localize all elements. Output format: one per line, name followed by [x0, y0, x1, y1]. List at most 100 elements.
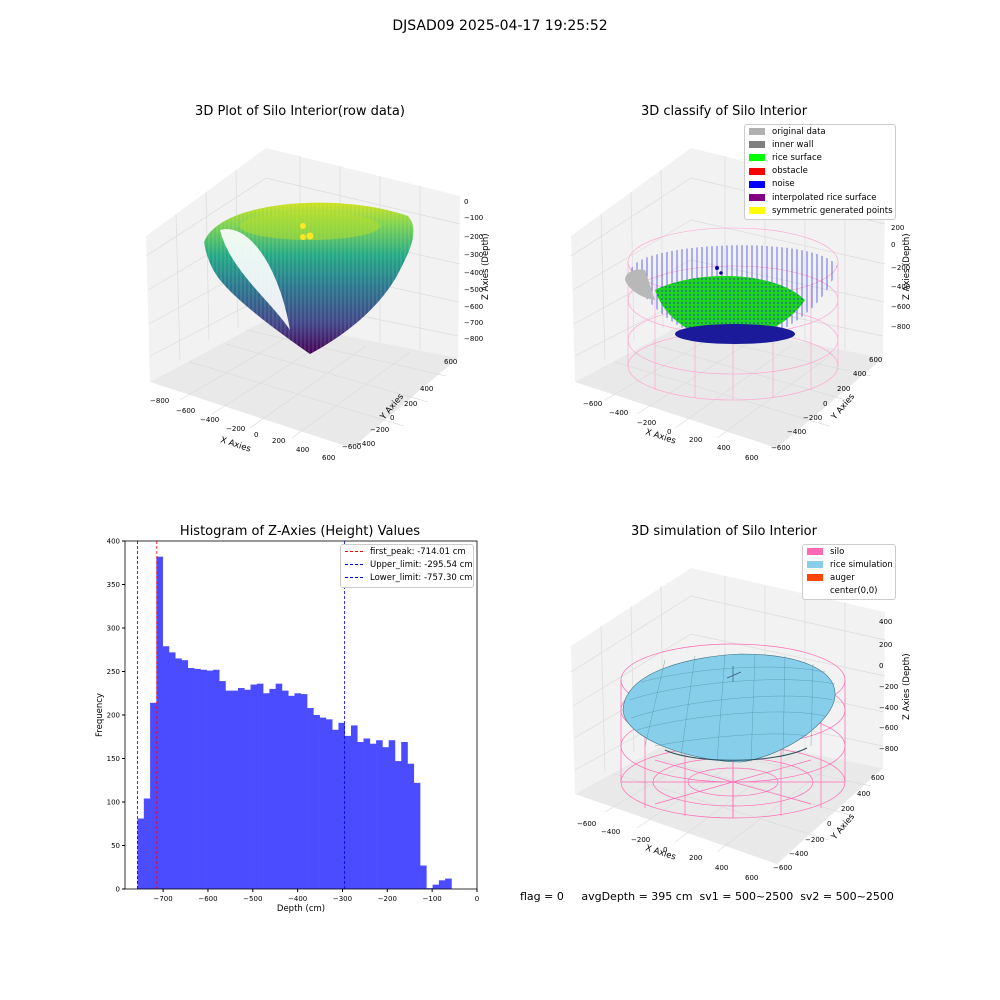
legend-item-original-data: original data	[745, 125, 895, 138]
p4-zlabel: Z Axies (Depth)	[902, 653, 912, 720]
p4-ytick: 0	[827, 820, 831, 828]
histogram-bar	[344, 735, 352, 889]
p2-ytick: −200	[803, 414, 822, 422]
p1-ztick: −300	[464, 251, 483, 259]
hist-xlabel: Depth (cm)	[277, 904, 325, 914]
p4-xtick: −600	[577, 820, 596, 828]
p2-ytick: 400	[853, 370, 866, 378]
p1-ytick: −400	[356, 440, 375, 448]
histogram-bar	[231, 690, 239, 889]
p1-xtick: 200	[272, 437, 285, 445]
p2-ytick: 0	[823, 400, 827, 408]
x-tick-label: −700	[153, 895, 172, 903]
histogram-bar	[194, 668, 201, 889]
p4-ytick: −400	[789, 850, 808, 858]
p4-xtick: −400	[601, 828, 620, 836]
histogram-bar	[432, 884, 440, 889]
histogram-vlines	[137, 541, 345, 889]
p1-xtick: −800	[150, 397, 169, 405]
histogram-bar	[175, 658, 182, 889]
p4-xlabel: X Axies	[644, 843, 677, 862]
histogram-bar	[363, 738, 371, 889]
p1-xtick: 400	[296, 446, 309, 454]
legend-item-auger: auger	[803, 571, 895, 584]
histogram-bar	[445, 878, 452, 889]
histogram-bar	[200, 669, 207, 889]
histogram-bar	[244, 689, 251, 889]
legend-swatch	[749, 167, 765, 175]
p1-ztick: −800	[464, 335, 483, 343]
p4-ylabel: Y Axies	[829, 812, 857, 843]
x-tick-label: −300	[333, 895, 352, 903]
p1-xlabel: X Axies	[219, 435, 252, 454]
histogram-bar	[357, 741, 364, 889]
y-tick-label: 300	[107, 625, 120, 633]
p2-zlabel: Z Axies (Depth)	[902, 233, 912, 300]
panel2-legend: original data inner wall rice surface ob…	[744, 124, 896, 220]
histogram-bar	[181, 660, 189, 889]
histogram-bars	[137, 556, 452, 889]
histogram-bar	[269, 688, 276, 889]
figure-title: DJSAD09 2025-04-17 19:25:52	[392, 18, 608, 34]
panel4-ticks: −600 −400 −200 0 200 400 600 600 400 200…	[577, 618, 898, 880]
legend-item-lower-limit: Lower_limit: -757.30 cm	[341, 571, 473, 584]
legend-item-first-peak: first_peak: -714.01 cm	[341, 545, 473, 558]
histogram-bar	[382, 747, 389, 889]
p1-ytick: 600	[444, 358, 457, 366]
legend-item-interpolated: interpolated rice surface	[745, 191, 895, 204]
p4-xtick: 200	[689, 854, 702, 862]
legend-swatch	[749, 194, 765, 202]
histogram-bar	[156, 556, 163, 889]
y-tick-label: 100	[107, 799, 120, 807]
histogram-bar	[394, 761, 402, 889]
histogram-bar	[219, 681, 226, 889]
p4-ztick: 0	[879, 662, 883, 670]
p1-ytick: 0	[390, 414, 394, 422]
p4-ztick: 400	[879, 618, 892, 626]
y-tick-label: 0	[116, 886, 120, 894]
p1-xtick: 0	[254, 431, 258, 439]
histogram-bar	[376, 740, 383, 889]
p4-ztick: 200	[879, 641, 892, 649]
panel1-surface	[204, 202, 414, 354]
panel1-ticks: −800 −600 −400 −200 0 200 400 600 600 40…	[150, 198, 483, 462]
legend-swatch	[807, 548, 823, 556]
histogram-bar	[325, 719, 333, 889]
histogram-bar	[401, 741, 408, 889]
legend-item-noise: noise	[745, 178, 895, 191]
p4-xtick: 400	[715, 864, 728, 872]
legend-item-obstacle: obstacle	[745, 165, 895, 178]
p1-ztick: −600	[464, 303, 483, 311]
y-tick-label: 50	[111, 842, 120, 850]
p4-xtick: 0	[663, 846, 667, 854]
legend-item-silo: silo	[803, 545, 895, 558]
p1-ztick: −700	[464, 319, 483, 327]
panel2-points	[625, 245, 837, 344]
histogram-bar	[225, 690, 233, 889]
panel1-title: 3D Plot of Silo Interior(row data)	[195, 104, 405, 119]
p2-ztick: −400	[891, 283, 910, 291]
p2-xtick: 400	[717, 444, 730, 452]
legend-swatch	[749, 180, 765, 188]
p1-ytick: −200	[370, 426, 389, 434]
legend-swatch	[749, 154, 765, 162]
panel3-title: Histogram of Z-Axies (Height) Values	[179, 524, 421, 539]
legend-swatch	[749, 128, 765, 136]
p4-ytick: −200	[805, 836, 824, 844]
panel4-rice-surface	[622, 653, 836, 763]
histogram-bar	[413, 782, 421, 889]
histogram-xticks: −700 −600 −500 −400 −300 −200 −100 0	[153, 889, 479, 903]
histogram-bar	[338, 722, 346, 889]
legend-item-symmetric: symmetric generated points	[745, 204, 895, 217]
p4-ytick: 400	[857, 790, 870, 798]
legend-dash	[345, 551, 363, 553]
panel3-histogram: −700 −600 −500 −400 −300 −200 −100 0 0 50 100 150 2…	[95, 538, 479, 915]
hist-ylabel: Frequency	[95, 693, 105, 737]
p4-ytick: −600	[773, 864, 792, 872]
histogram-bar	[313, 715, 320, 889]
y-tick-label: 250	[107, 668, 120, 676]
histogram-bar	[150, 702, 157, 889]
histogram-bar	[288, 695, 295, 889]
histogram-bar	[212, 669, 220, 889]
histogram-bar	[300, 694, 308, 889]
